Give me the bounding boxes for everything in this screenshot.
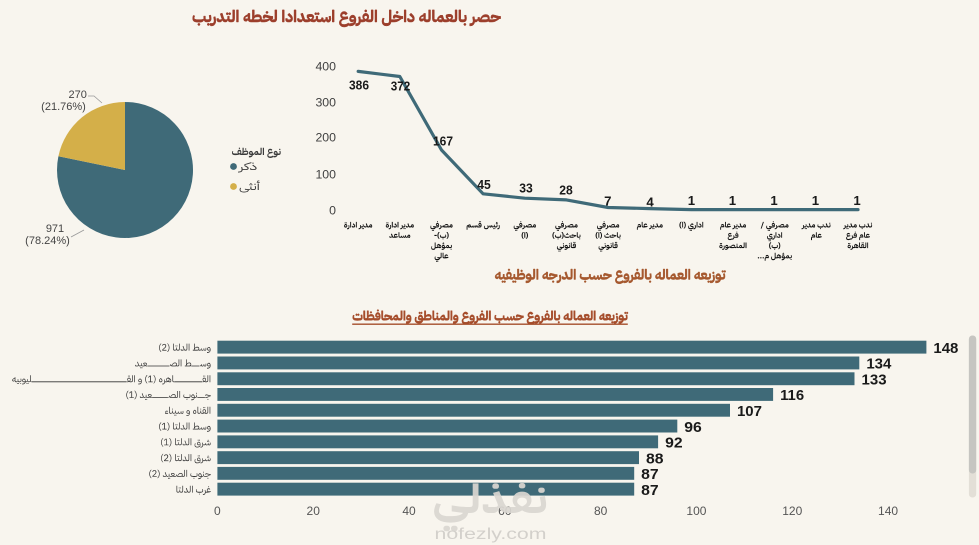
svg-text:133: 133 — [862, 371, 887, 388]
svg-text:1: 1 — [770, 193, 777, 208]
svg-text:148: 148 — [933, 340, 958, 357]
svg-text:20: 20 — [307, 504, 321, 518]
svg-text:88: 88 — [646, 450, 664, 467]
svg-text:7: 7 — [604, 193, 611, 208]
svg-text:0: 0 — [329, 203, 336, 217]
svg-text:120: 120 — [782, 504, 802, 518]
svg-text:4: 4 — [646, 195, 654, 210]
svg-text:300: 300 — [315, 95, 336, 109]
svg-text:200: 200 — [315, 130, 336, 144]
svg-text:40: 40 — [402, 504, 416, 518]
svg-text:1: 1 — [812, 193, 819, 208]
svg-text:140: 140 — [878, 504, 898, 518]
svg-text:1: 1 — [853, 193, 860, 208]
svg-text:400: 400 — [315, 59, 336, 73]
svg-text:134: 134 — [866, 356, 892, 373]
svg-text:33: 33 — [519, 180, 533, 195]
svg-text:28: 28 — [559, 183, 573, 198]
svg-text:1: 1 — [688, 193, 695, 208]
svg-text:971: 971 — [46, 223, 64, 235]
svg-text:386: 386 — [349, 78, 369, 93]
svg-text:(21.76%): (21.76%) — [41, 101, 86, 113]
svg-text:92: 92 — [665, 435, 683, 452]
svg-text:87: 87 — [641, 466, 659, 483]
svg-text:1: 1 — [729, 193, 736, 208]
svg-text:87: 87 — [641, 482, 659, 499]
svg-text:107: 107 — [737, 403, 762, 420]
svg-text:100: 100 — [315, 167, 336, 181]
svg-text:116: 116 — [780, 387, 804, 404]
svg-text:270: 270 — [69, 89, 87, 101]
svg-text:167: 167 — [433, 133, 453, 148]
svg-text:96: 96 — [684, 419, 702, 436]
svg-text:0: 0 — [214, 504, 221, 518]
svg-text:80: 80 — [594, 504, 608, 518]
svg-text:45: 45 — [477, 177, 491, 192]
svg-text:nofezly.com: nofezly.com — [435, 526, 547, 543]
svg-text:372: 372 — [391, 79, 411, 94]
svg-text:(78.24%): (78.24%) — [25, 235, 70, 247]
svg-text:100: 100 — [686, 504, 706, 518]
